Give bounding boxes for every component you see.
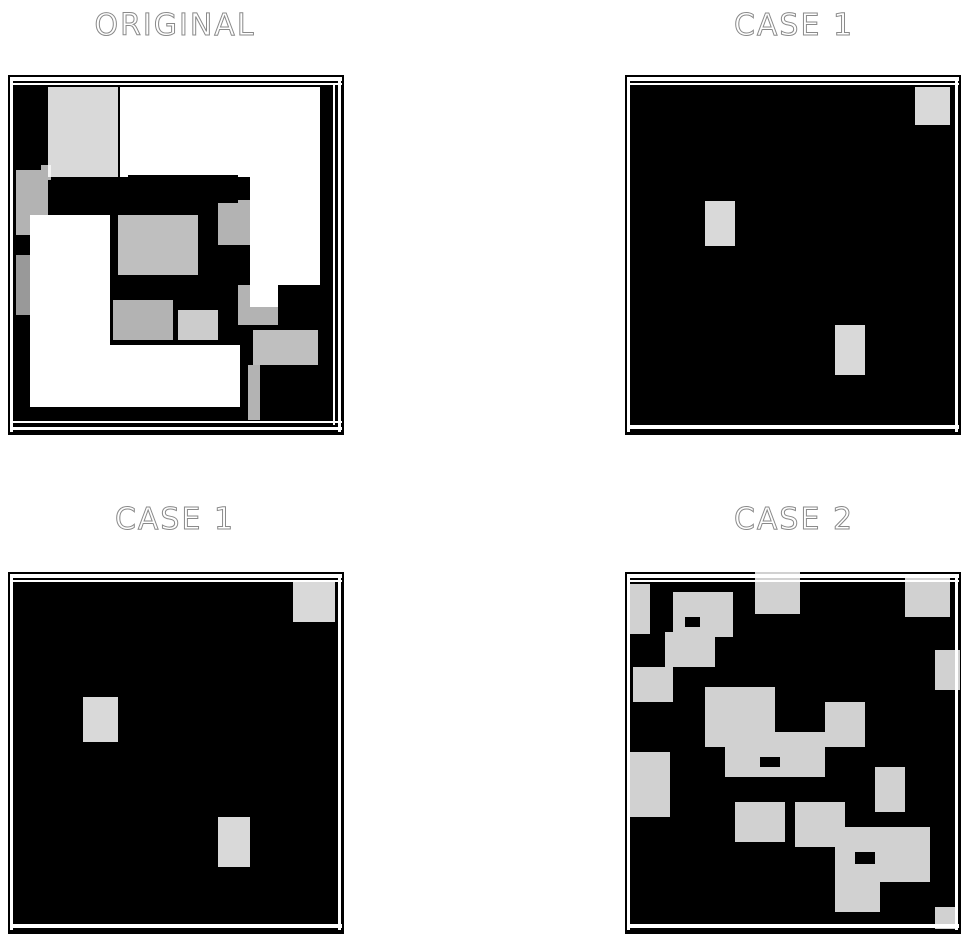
image-case2: [625, 572, 961, 934]
panel-case1-bottom: CASE 1: [0, 500, 350, 942]
image-case2-art: [625, 572, 961, 934]
image-case1-top-art: [625, 75, 961, 435]
panel-title-case1-top: CASE 1: [733, 8, 855, 44]
image-case1-bottom-art: [8, 572, 344, 934]
image-original: [8, 75, 344, 435]
panel-title-case1-bottom: CASE 1: [114, 502, 236, 538]
image-case1-top: [625, 75, 961, 435]
panel-case2: CASE 2: [619, 500, 969, 942]
panel-title-original: ORIGINAL: [94, 8, 256, 44]
panel-case1-top: CASE 1: [619, 0, 969, 440]
image-case1-bottom: [8, 572, 344, 934]
image-original-art: [8, 75, 344, 435]
panel-title-case2: CASE 2: [733, 502, 855, 538]
panel-original: ORIGINAL: [0, 0, 350, 440]
